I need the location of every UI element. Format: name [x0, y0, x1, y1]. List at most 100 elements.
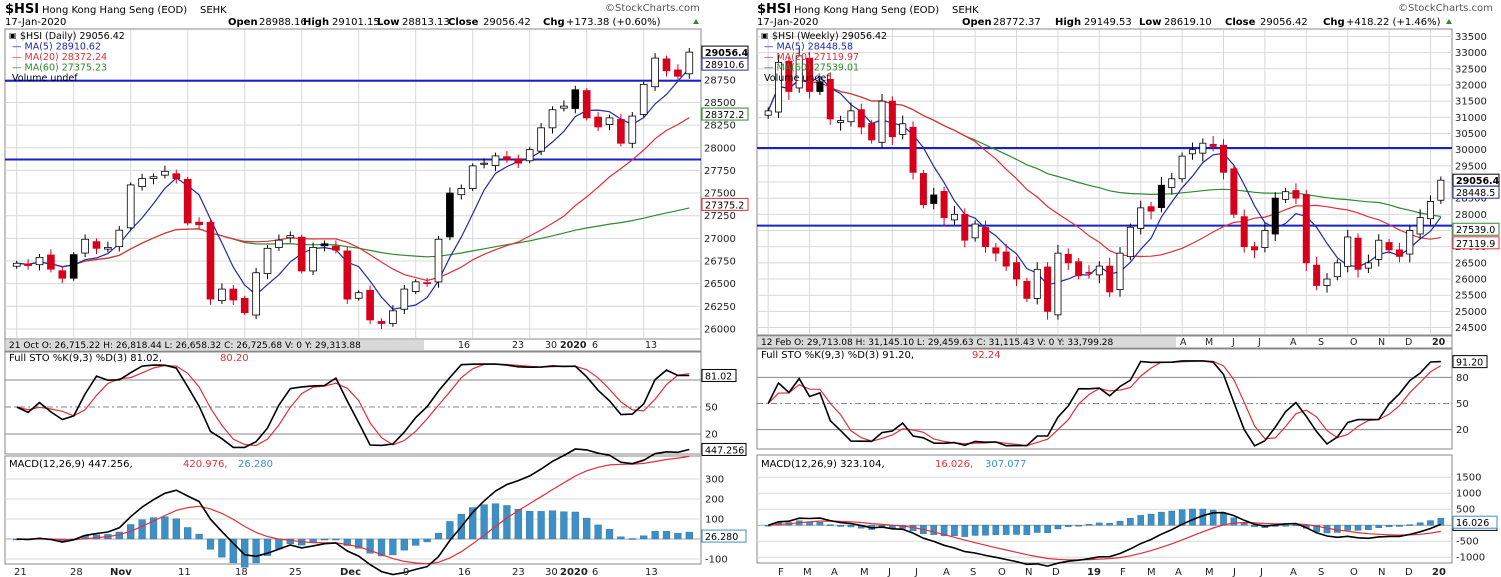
candle-body [1126, 226, 1134, 258]
macd-histogram-bar [1075, 525, 1082, 527]
info-date-label: M [1205, 337, 1213, 348]
macd-histogram-bar [1033, 525, 1041, 533]
weekly-macd-label: MACD(12,26,9) 323.104, [761, 459, 885, 470]
macd-tag-label: 26.280 [705, 532, 738, 543]
candle-body [1271, 197, 1279, 235]
legend-swatch [760, 30, 770, 39]
candle-body [1251, 246, 1259, 251]
x-axis-label: S [970, 567, 976, 577]
macd-histogram-bar [617, 536, 625, 540]
price-tag-label: 27539.0 [1456, 225, 1495, 236]
daily-price-panel [4, 28, 702, 340]
candle-body [628, 115, 637, 144]
x-axis-label: N [1025, 567, 1032, 577]
candle-body [571, 89, 580, 109]
candle-body [981, 227, 989, 248]
macd-tick-label: 100 [705, 515, 724, 526]
price-tick-label: 30000 [1455, 145, 1487, 156]
macd-histogram-bar [764, 525, 772, 527]
weekly-chart: $HSI Hong Kong Hang Seng (EOD) SEHK ©Sto… [756, 2, 1500, 577]
candle-body [847, 110, 855, 123]
price-tag-label: 28448.5 [1456, 188, 1495, 199]
candle-body [1354, 237, 1362, 270]
candle-body [548, 109, 557, 129]
daily-macd-sig: 420.976, [183, 459, 228, 470]
info-date-label: 6 [592, 340, 598, 351]
daily-sto-d: 80.20 [220, 353, 249, 364]
weekly-close-label: Close [1225, 17, 1256, 28]
daily-sto-label: Full STO %K(9,3) %D(3) 81.02, [9, 353, 162, 364]
price-tick-label: 28000 [1455, 210, 1487, 221]
weekly-macd-hist: 307.077 [985, 459, 1026, 470]
candle-body [1013, 262, 1021, 280]
legend-swatch [8, 30, 18, 39]
candle-body [971, 223, 979, 239]
legend-entry: — MA(20) 27119.97 [764, 52, 859, 63]
candle-body [468, 165, 477, 189]
candle-body [1106, 265, 1114, 293]
weekly-up-arrow-icon [1446, 19, 1452, 24]
candle-body [1230, 168, 1238, 215]
candle-body [58, 270, 67, 279]
macd-histogram-bar [1365, 525, 1372, 530]
sto-k-line [16, 363, 690, 449]
macd-histogram-bar [1251, 525, 1258, 527]
macd-histogram-bar [1437, 518, 1445, 526]
weekly-date: 17-Jan-2020 [757, 17, 818, 28]
macd-histogram-bar [1334, 525, 1341, 533]
candle-body [594, 116, 602, 128]
price-tag-box [1452, 222, 1500, 236]
x-axis-label: 19 [1087, 567, 1101, 577]
info-date-label: A [1290, 337, 1297, 348]
daily-chart: $HSI Hong Kong Hang Seng (EOD) SEHK ©Sto… [4, 2, 749, 577]
daily-low: 28813.13 [402, 17, 450, 28]
candle-body [764, 110, 772, 116]
candle-body [172, 173, 181, 179]
price-tick-label: 32500 [1455, 64, 1487, 75]
candle-body [1395, 249, 1403, 257]
candle-body [1333, 262, 1341, 278]
daily-exchange: SEHK [200, 5, 227, 16]
price-tick-label: 28500 [1455, 194, 1487, 205]
candle-body [1220, 144, 1228, 173]
info-date-label: 23 [512, 340, 524, 351]
macd-tick-label: -500 [1456, 537, 1479, 548]
candle-body [366, 289, 374, 321]
price-tick-label: 27000 [704, 234, 736, 245]
weekly-chg-label: Chg [1323, 17, 1345, 28]
candle-body [909, 126, 917, 173]
weekly-close: 29056.42 [1260, 17, 1308, 28]
candle-body [138, 178, 146, 187]
daily-symbol: $HSI [5, 2, 39, 17]
x-axis-label: O [1350, 567, 1358, 577]
candle-body [35, 256, 44, 266]
weekly-legend-icon: ▣ [761, 31, 769, 40]
price-tick-label: 28500 [704, 98, 736, 109]
macd-histogram-bar [184, 527, 192, 540]
candle-body [126, 184, 135, 229]
price-tag-label: 27119.9 [1456, 239, 1495, 250]
macd-histogram-bar [263, 538, 272, 556]
price-tag-box [1452, 236, 1500, 250]
candle-body [617, 119, 625, 144]
macd-histogram-bar [1064, 525, 1072, 527]
sto-tag-label: 81.02 [705, 371, 732, 382]
candle-body [92, 241, 101, 249]
x-axis-label: 25 [289, 567, 302, 577]
daily-chg: +173.38 (+0.60%) [566, 17, 661, 28]
candle-body [389, 310, 397, 324]
weekly-symbol: $HSI [757, 2, 791, 17]
macd-histogram-bar [1178, 509, 1186, 526]
candle-body [206, 221, 215, 300]
candle-body [229, 288, 238, 301]
macd-histogram-bar [971, 525, 979, 536]
x-axis-label: 23 [512, 567, 525, 577]
macd-histogram-bar [1013, 525, 1020, 535]
candle-body [940, 191, 948, 218]
price-tick-label: 24500 [1455, 323, 1487, 334]
macd-histogram-bar [961, 525, 969, 537]
macd-histogram-bar [847, 525, 855, 528]
x-axis-label: D [1052, 567, 1060, 577]
daily-info-text: 21 Oct O: 26,715.22 H: 26,818.44 L: 26,6… [9, 341, 361, 351]
macd-histogram-bar [218, 538, 226, 558]
